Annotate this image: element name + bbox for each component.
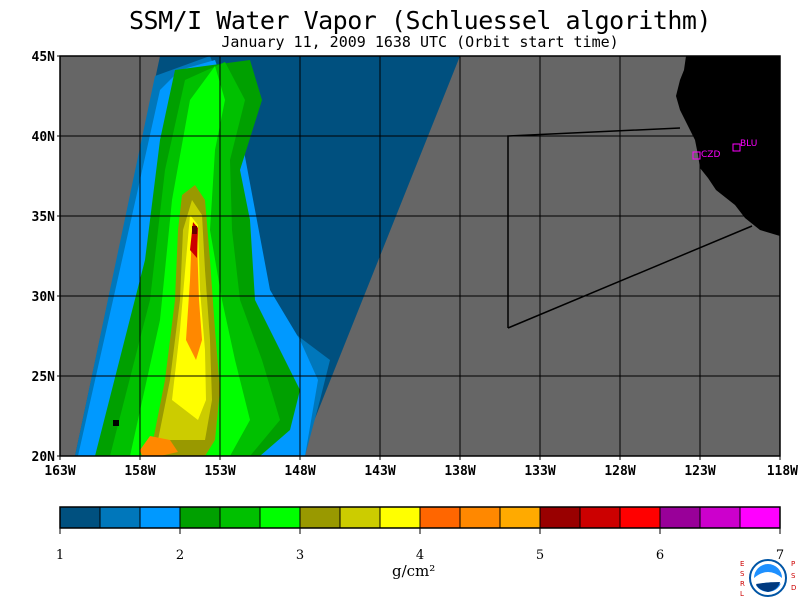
lon-label: 138W (444, 464, 475, 479)
colorbar-swatch (579, 506, 621, 529)
colorbar-tick-label: 5 (536, 548, 544, 563)
lon-label: 148W (284, 464, 315, 479)
colorbar-tick-label: 7 (776, 548, 784, 563)
esrl-letter-s: S (740, 570, 745, 578)
lat-label: 30N (32, 290, 56, 305)
psd-letter-d: D (791, 584, 796, 592)
lat-label: 20N (32, 450, 56, 465)
lon-label: 163W (44, 464, 75, 479)
swath-island (113, 420, 119, 426)
colorbar-swatch (259, 506, 301, 529)
flight-track-south (507, 225, 753, 329)
psd-letter-p: P (791, 560, 795, 568)
lon-label: 158W (124, 464, 155, 479)
colorbar-swatch (299, 506, 341, 529)
colorbar-unit: g/cm² (392, 562, 436, 580)
colorbar-swatch (739, 506, 781, 529)
noaa-logo: E S R L P S D (740, 559, 796, 598)
swath-south-orange (140, 436, 178, 456)
graticule (60, 56, 780, 456)
swath-core-max (192, 226, 197, 234)
lon-label: 128W (604, 464, 635, 479)
lat-label: 45N (32, 50, 56, 65)
colorbar-swatch (339, 506, 381, 529)
lon-label: 153W (204, 464, 235, 479)
colorbar-swatch (459, 506, 501, 529)
lon-label: 143W (364, 464, 395, 479)
colorbar-swatch (59, 506, 101, 529)
colorbar-swatch (619, 506, 661, 529)
swath-core-orange (186, 230, 202, 360)
esrl-letter-l: L (740, 590, 744, 598)
colorbar-tick-label: 3 (296, 548, 304, 563)
noaa-sea-icon (756, 582, 780, 592)
esrl-letter-e: E (740, 560, 744, 568)
colorbar-swatch (219, 506, 261, 529)
colorbar-tick-label: 6 (656, 548, 664, 563)
site-marker-czd (692, 151, 701, 160)
colorbar-swatch (539, 506, 581, 529)
colorbar-labels: 1 2 3 4 5 6 7 (56, 528, 784, 563)
map-frame (59, 55, 781, 457)
colorbar-swatch (139, 506, 181, 529)
colorbar-swatch (99, 506, 141, 529)
esrl-letter-r: R (740, 580, 745, 588)
site-label-czd: CZD (701, 150, 720, 160)
lon-label: 133W (524, 464, 555, 479)
colorbar-swatch (379, 506, 421, 529)
land-california (676, 56, 780, 236)
lat-label: 35N (32, 210, 56, 225)
lat-label: 25N (32, 370, 56, 385)
lon-label: 123W (684, 464, 715, 479)
colorbar-tick-label: 1 (56, 548, 64, 563)
lat-label: 40N (32, 130, 56, 145)
map-title: SSM/I Water Vapor (Schluessel algorithm) (128, 6, 712, 35)
colorbar-swatch (699, 506, 741, 529)
colorbar-swatch (659, 506, 701, 529)
colorbar (59, 506, 781, 529)
colorbar-tick-label: 2 (176, 548, 184, 563)
site-label-blu: BLU (740, 139, 757, 149)
colorbar-swatch (499, 506, 541, 529)
longitude-labels: 163W 158W 153W 148W 143W 138W 133W 128W 123W 118W (44, 456, 798, 479)
latitude-labels: 45N 40N 35N 30N 25N 20N (32, 50, 60, 465)
colorbar-swatch (179, 506, 221, 529)
psd-letter-s: S (791, 572, 796, 580)
colorbar-tick-label: 4 (416, 548, 424, 563)
map-subtitle: January 11, 2009 1638 UTC (Orbit start t… (221, 33, 619, 51)
site-marker-blu (732, 143, 741, 152)
lon-label: 118W (767, 464, 798, 479)
colorbar-swatch (419, 506, 461, 529)
